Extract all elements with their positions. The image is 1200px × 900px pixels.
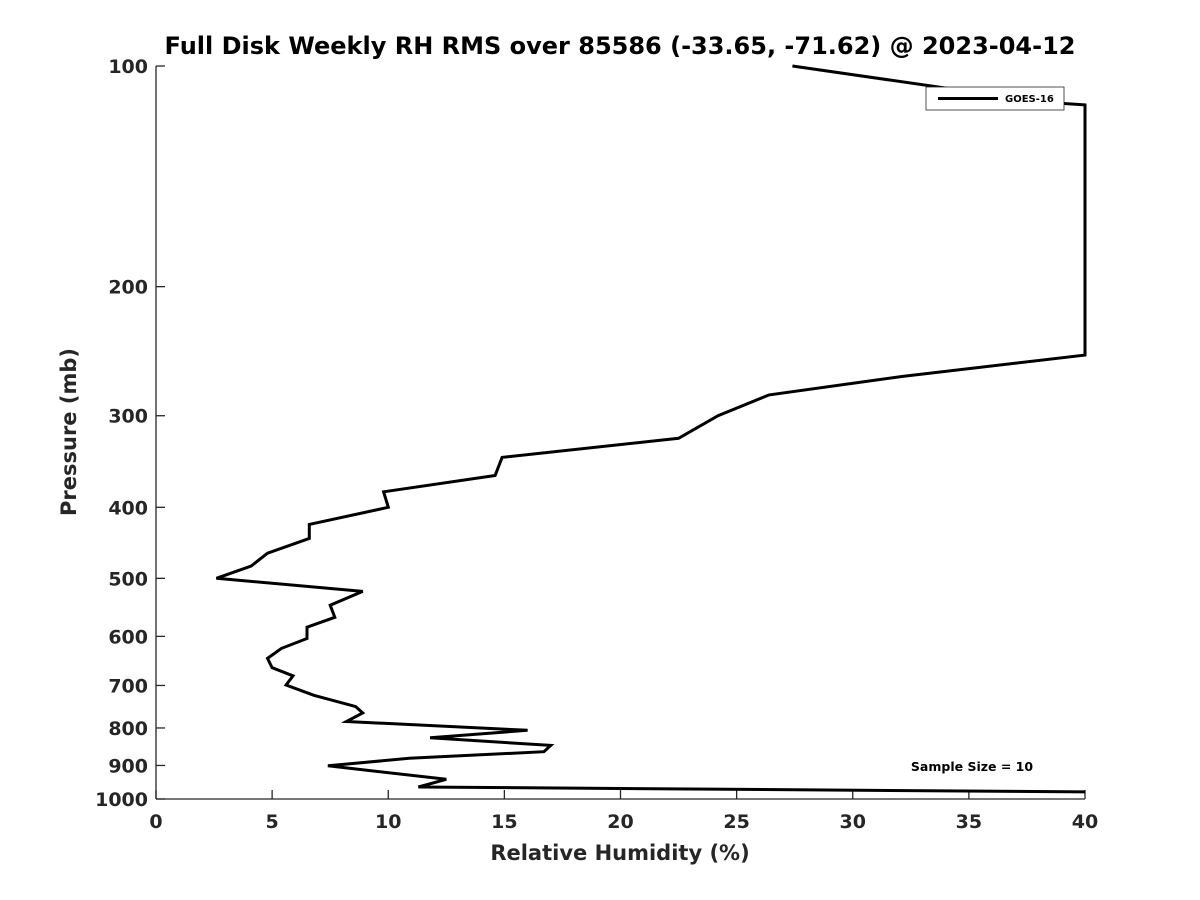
y-tick-label: 1000 <box>95 789 148 811</box>
sample-size-annotation: Sample Size = 10 <box>911 759 1033 774</box>
y-tick-label: 700 <box>108 675 148 697</box>
chart-title: Full Disk Weekly RH RMS over 85586 (-33.… <box>165 32 1076 60</box>
y-tick-label: 800 <box>108 718 148 740</box>
y-tick-label: 300 <box>108 406 148 428</box>
x-tick-label: 10 <box>375 811 401 833</box>
x-tick-label: 35 <box>956 811 982 833</box>
x-tick-label: 5 <box>266 811 279 833</box>
x-tick-label: 0 <box>149 811 162 833</box>
plot-area <box>156 66 1085 799</box>
y-tick-label: 200 <box>108 277 148 299</box>
x-axis-ticks: 0 5 10 15 20 25 30 35 40 <box>149 790 1098 833</box>
legend: GOES-16 <box>925 86 1065 111</box>
x-axis-label: Relative Humidity (%) <box>490 841 749 865</box>
y-tick-label: 400 <box>108 497 148 519</box>
y-tick-label: 600 <box>108 626 148 648</box>
series-line-goes-16 <box>215 64 1087 794</box>
y-axis-ticks: 100 200 300 400 500 600 700 800 900 1000 <box>95 56 165 811</box>
x-tick-label: 40 <box>1072 811 1098 833</box>
y-axis-label: Pressure (mb) <box>57 348 81 516</box>
x-tick-label: 15 <box>491 811 517 833</box>
series-layer <box>215 64 1087 794</box>
legend-entry-goes-16: GOES-16 <box>1005 94 1054 105</box>
y-tick-label: 900 <box>108 755 148 777</box>
x-tick-label: 25 <box>723 811 749 833</box>
y-tick-label: 500 <box>108 568 148 590</box>
y-tick-label: 100 <box>108 56 148 78</box>
x-tick-label: 30 <box>840 811 866 833</box>
x-tick-label: 20 <box>607 811 633 833</box>
